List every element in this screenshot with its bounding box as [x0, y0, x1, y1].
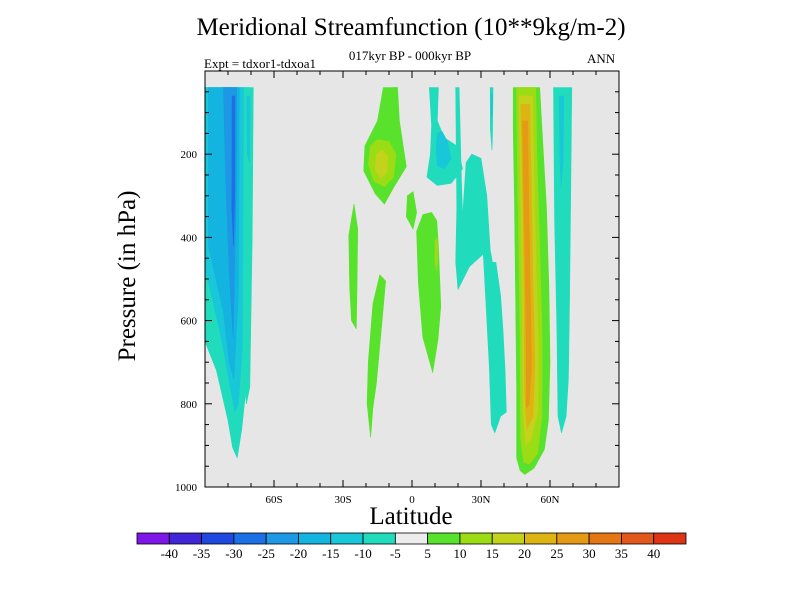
experiment-label: Expt = tdxor1-tdxoa1	[204, 56, 317, 71]
colorbar-label: 35	[615, 546, 628, 561]
contour-sh-subtrop-upper-p5	[348, 203, 359, 330]
colorbar-label: 25	[550, 546, 563, 561]
colorbar-label: -40	[161, 546, 178, 561]
colorbar-label: -20	[290, 546, 307, 561]
colorbar-swatch	[653, 532, 687, 545]
x-tick-label: 30S	[334, 494, 351, 506]
y-tick-label: 800	[181, 399, 198, 411]
colorbar-swatch	[330, 532, 364, 545]
colorbar-label: -30	[225, 546, 242, 561]
season-label: ANN	[587, 51, 616, 66]
colorbar-label: -25	[258, 546, 275, 561]
contour-sh-subtrop-lower-p5	[366, 274, 386, 438]
contour-trop-upper-p15	[374, 149, 389, 179]
colorbar: -40 -35 -30 -25 -20 -15 -10 -5 5 10 15 20 25 30 35 40	[136, 532, 687, 561]
colorbar-swatch	[168, 532, 202, 545]
x-tick-label: 60N	[541, 494, 560, 506]
colorbar-swatch	[298, 532, 332, 545]
contour-sh-polar-n25	[231, 95, 236, 246]
colorbar-swatch	[621, 532, 655, 545]
colorbar-swatch	[491, 532, 525, 545]
colorbar-swatch	[201, 532, 235, 545]
chart-title: Meridional Streamfunction (10**9kg/m-2)	[196, 14, 626, 41]
x-tick-label: 60S	[265, 494, 282, 506]
colorbar-label: -10	[354, 546, 371, 561]
colorbar-swatch	[362, 532, 396, 545]
colorbar-label: -5	[390, 546, 401, 561]
colorbar-label: 40	[647, 546, 660, 561]
contour-nh-mid-p25	[522, 120, 532, 409]
colorbar-swatch	[427, 532, 461, 545]
colorbar-swatch	[556, 532, 590, 545]
y-tick-label: 400	[181, 232, 198, 244]
colorbar-swatch	[459, 532, 493, 545]
x-tick-label: 0	[409, 494, 415, 506]
colorbar-label: -35	[193, 546, 210, 561]
contour-nh-subpolar-n10	[558, 95, 565, 188]
colorbar-swatch	[394, 532, 429, 545]
y-tick-label: 600	[181, 316, 198, 328]
axes: 60S 30S 0 30N 60N 200 400 600 800 1000	[175, 71, 619, 506]
colorbar-label: 30	[583, 546, 596, 561]
contour-nh-upper-p5-sliver	[393, 87, 398, 126]
colorbar-swatch	[136, 532, 170, 545]
contour-sh-subpolar-n5	[242, 87, 254, 405]
colorbar-label: 20	[518, 546, 531, 561]
colorbar-swatch	[233, 532, 267, 545]
colorbar-label: -15	[322, 546, 339, 561]
colorbar-swatch	[265, 532, 299, 545]
colorbar-swatch	[524, 532, 558, 545]
y-tick-label: 1000	[175, 482, 198, 494]
colorbar-label: 10	[453, 546, 466, 561]
x-tick-label: 30N	[472, 494, 491, 506]
contour-nh-trop-neg-n5	[455, 87, 507, 434]
contour-nh-subpolar-n5	[553, 87, 573, 434]
contour-nh-subtrop-p10	[434, 237, 439, 272]
colorbar-label: 5	[424, 546, 431, 561]
x-axis-title: Latitude	[369, 503, 453, 530]
contour-sh-subpolar-n10	[246, 95, 251, 163]
plot-background	[205, 71, 619, 487]
y-tick-label: 200	[181, 149, 198, 161]
contour-nh-subtrop-upper-n10	[435, 131, 452, 170]
contour-nh-subtrop-p5-b	[405, 191, 417, 230]
colorbar-label: 15	[486, 546, 499, 561]
colorbar-swatch	[588, 532, 622, 545]
chart-subtitle: 017kyr BP - 000kyr BP	[348, 48, 472, 63]
contour-fills	[205, 87, 573, 475]
contour-nh-35n-n10-sliver	[490, 93, 493, 118]
